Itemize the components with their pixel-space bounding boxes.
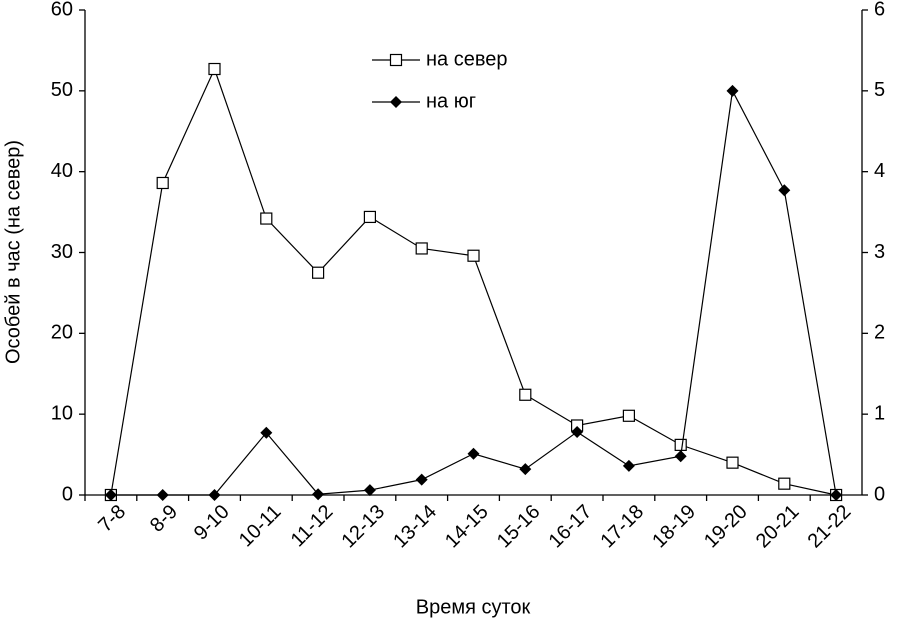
x-tick-label: 11-12: [287, 501, 338, 552]
x-tick-label: 8-9: [146, 501, 182, 537]
data-point: [674, 438, 687, 451]
data-point: [156, 489, 169, 501]
x-tick-label: 20-21: [752, 501, 804, 553]
data-point: [415, 242, 428, 255]
data-point: [415, 473, 428, 486]
legend-label: на север: [426, 48, 508, 70]
data-point: [467, 447, 480, 460]
legend-marker: [390, 96, 402, 108]
data-point: [622, 459, 635, 472]
x-tick-label: 21-22: [804, 501, 856, 553]
x-tick-label: 19-20: [700, 501, 752, 553]
data-point: [571, 425, 584, 438]
data-point: [260, 212, 273, 225]
y-axis-label: Особей в час (на север): [2, 140, 24, 364]
data-point: [830, 489, 843, 501]
x-tick-label: 17-18: [596, 501, 648, 553]
y-tick-label: 50: [51, 79, 73, 101]
data-point: [208, 62, 221, 76]
data-point: [622, 409, 636, 422]
data-point: [312, 488, 325, 501]
data-point: [363, 484, 376, 497]
x-tick-label: 15-16: [493, 501, 545, 553]
y2-tick-label: 5: [874, 79, 885, 101]
y2-tick-label: 0: [874, 483, 885, 505]
data-point: [726, 84, 739, 97]
x-axis-label: Время суток: [416, 596, 531, 618]
y2-tick-label: 2: [874, 322, 885, 344]
data-point: [519, 388, 532, 401]
x-tick-label: 14-15: [441, 501, 493, 553]
data-point: [726, 456, 739, 469]
data-point: [363, 210, 376, 224]
x-tick-label: 16-17: [545, 501, 597, 553]
series-line: [110, 88, 837, 496]
y-tick-label: 0: [62, 483, 73, 505]
data-point: [104, 489, 117, 501]
x-tick-label: 9-10: [190, 501, 234, 545]
x-tick-label: 7-8: [94, 501, 130, 537]
data-point: [208, 489, 221, 501]
y-tick-label: 60: [51, 0, 73, 20]
y2-tick-label: 6: [874, 0, 885, 20]
y2-tick-label: 1: [874, 402, 885, 424]
data-point: [467, 249, 480, 262]
series-line: [110, 67, 837, 496]
x-tick-label: 18-19: [648, 501, 700, 553]
data-point: [778, 477, 791, 490]
y2-tick-label: 3: [874, 241, 885, 263]
data-point: [260, 426, 273, 439]
y-tick-label: 40: [51, 160, 73, 182]
data-point: [674, 450, 687, 463]
y-tick-label: 30: [51, 241, 73, 263]
x-tick-label: 13-14: [389, 501, 441, 553]
x-tick-label: 10-11: [235, 501, 286, 552]
x-tick-label: 12-13: [337, 501, 389, 553]
data-point: [778, 184, 791, 197]
data-point: [519, 463, 532, 476]
y-tick-label: 10: [51, 402, 73, 424]
legend-marker: [389, 53, 403, 67]
y2-tick-label: 4: [874, 160, 885, 182]
y-tick-label: 20: [51, 322, 73, 344]
data-point: [156, 176, 169, 190]
legend-label: на юг: [426, 90, 476, 112]
data-point: [312, 266, 325, 279]
